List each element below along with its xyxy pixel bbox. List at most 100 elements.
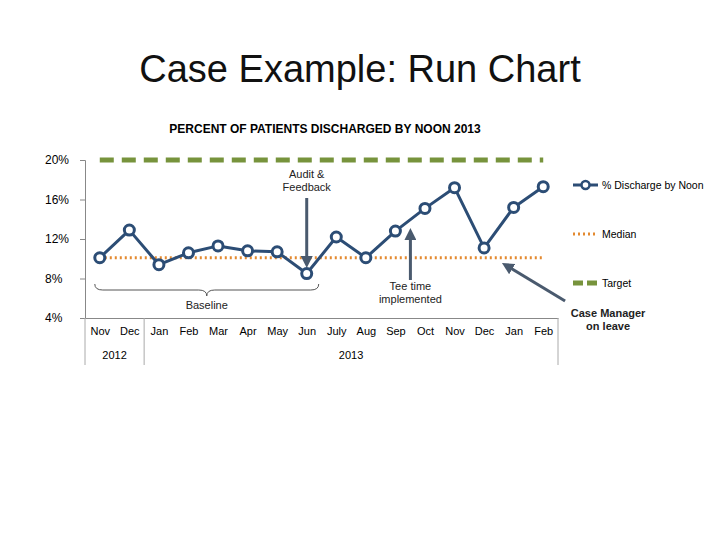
series-line: [100, 158, 543, 163]
x-tick: July: [327, 318, 347, 337]
y-axis-line: [80, 161, 86, 319]
annotation-text: Audit &: [289, 168, 325, 180]
series-marker: [213, 241, 223, 251]
annotation-arrow: [409, 234, 412, 280]
heading: Case Example: Run Chart: [139, 48, 581, 90]
series-marker: [243, 246, 253, 256]
annotation-text: on leave: [586, 320, 630, 332]
annotation-text: Baseline: [186, 299, 228, 311]
annotation-text: implemented: [379, 293, 442, 305]
legend-swatch: [573, 233, 598, 236]
legend: % Discharge by Noon Median Target: [573, 179, 704, 289]
x-tick-label: Nov: [91, 325, 111, 337]
series-marker: [331, 232, 341, 242]
y-tick-label: 4%: [45, 311, 63, 325]
legend-label: Target: [602, 277, 631, 289]
x-tick-label: Aug: [357, 325, 377, 337]
series-marker: [420, 203, 430, 213]
annotation: Baseline: [95, 284, 319, 311]
annotation: Case Manageron leave: [507, 266, 646, 332]
series-marker: [538, 182, 548, 192]
x-tick-label: Mar: [209, 325, 228, 337]
legend-swatch: [573, 281, 598, 286]
x-tick: May: [267, 318, 288, 337]
x-tick-label: Feb: [534, 325, 553, 337]
legend-marker: [582, 181, 590, 189]
category-groups: 2012 2013: [85, 318, 558, 365]
series-marker: [302, 269, 312, 279]
group-label: 2012: [102, 349, 126, 361]
x-tick: Jan: [151, 318, 169, 337]
series-marker: [509, 202, 519, 212]
y-tick-mark: [80, 279, 85, 280]
x-tick: Feb: [534, 318, 553, 337]
x-tick: Nov: [91, 318, 111, 337]
y-tick-label: 12%: [45, 232, 69, 246]
group-divider: [85, 318, 86, 365]
annotation: Tee timeimplemented: [379, 234, 442, 305]
y-tick-label: 16%: [45, 193, 69, 207]
annotation-text: Case Manager: [571, 307, 646, 319]
x-tick: Dec: [475, 318, 495, 337]
x-tick: Oct: [417, 318, 434, 337]
series-marker: [450, 183, 460, 193]
annotation-arrow: [507, 266, 565, 301]
x-tick-label: Jan: [151, 325, 169, 337]
series-line: [100, 187, 543, 274]
x-axis-line: [86, 318, 559, 319]
annotation-text: Feedback: [283, 181, 332, 193]
legend-item: Target: [573, 277, 631, 289]
series-marker: [479, 243, 489, 253]
legend-label: Median: [602, 228, 637, 240]
y-tick-mark: [80, 239, 85, 240]
series-marker: [361, 253, 371, 263]
x-tick: Sep: [386, 318, 406, 337]
y-tick: 4%: [45, 311, 85, 325]
series-marker: [95, 253, 105, 263]
x-tick-label: Jan: [505, 325, 523, 337]
annotations: Audit &Feedback Baseline Tee timeimplement…: [95, 168, 646, 332]
x-tick: Mar: [209, 318, 228, 337]
annotation-text: Tee time: [390, 280, 432, 292]
x-tick: Jun: [298, 318, 316, 337]
series-marker: [183, 248, 193, 258]
x-tick: Apr: [240, 318, 257, 337]
group-label: 2013: [339, 349, 363, 361]
y-tick: 8%: [45, 272, 85, 286]
annotation-arrow: [305, 198, 308, 262]
x-tick: Feb: [179, 318, 198, 337]
x-tick: Aug: [357, 318, 377, 337]
y-tick: 12%: [45, 232, 85, 246]
x-axis: Nov Dec Jan Feb Mar Apr May Jun July Aug Sep Oct Nov…: [86, 318, 559, 337]
legend-item: Median: [573, 228, 637, 240]
x-tick-label: May: [267, 325, 288, 337]
y-axis: 4% 8% 12% 16% 20%: [45, 153, 86, 325]
y-tick-label: 8%: [45, 272, 63, 286]
annotation: Audit &Feedback: [283, 168, 332, 262]
group-divider: [558, 318, 559, 365]
legend-item: % Discharge by Noon: [573, 179, 704, 191]
series-marker: [390, 226, 400, 236]
x-tick-label: Oct: [417, 325, 434, 337]
y-tick-mark: [80, 200, 85, 201]
chart: Case Example: Run Chart PERCENT OF PATIEN…: [0, 0, 720, 540]
x-tick-label: Dec: [475, 325, 495, 337]
x-tick: Jan: [505, 318, 523, 337]
y-tick: 20%: [45, 153, 85, 167]
x-tick-label: Sep: [386, 325, 406, 337]
y-tick-mark: [80, 318, 85, 319]
y-tick: 16%: [45, 193, 85, 207]
series-marker: [154, 260, 164, 270]
plot-marks: [95, 160, 548, 279]
x-tick-label: July: [327, 325, 347, 337]
x-tick-label: Apr: [240, 325, 257, 337]
x-tick: Nov: [445, 318, 465, 337]
series-marker: [124, 225, 134, 235]
x-tick-label: Feb: [179, 325, 198, 337]
annotation-brace: [95, 284, 319, 296]
x-tick-label: Dec: [120, 325, 140, 337]
y-tick-label: 20%: [45, 153, 69, 167]
chart-title: PERCENT OF PATIENTS DISCHARGED BY NOON 2…: [169, 122, 481, 136]
x-tick-label: Nov: [445, 325, 465, 337]
x-tick: Dec: [120, 318, 140, 337]
